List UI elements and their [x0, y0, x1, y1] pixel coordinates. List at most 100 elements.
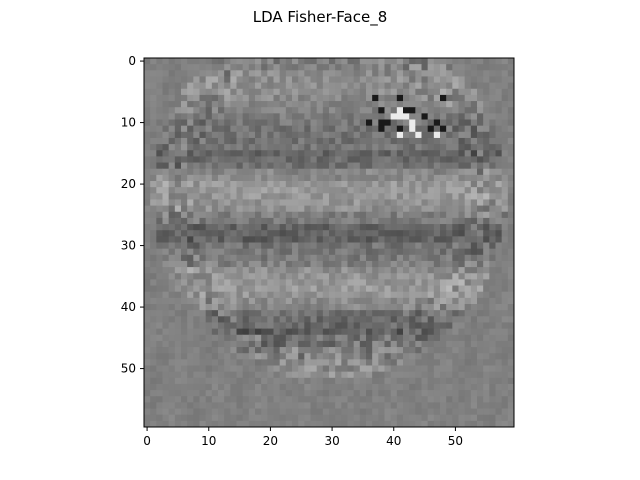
heatmap-cell	[298, 137, 305, 145]
heatmap-cell	[304, 291, 311, 299]
heatmap-cell	[156, 273, 163, 280]
heatmap-cell	[285, 230, 293, 237]
heatmap-cell	[335, 70, 342, 77]
heatmap-cell	[378, 377, 385, 385]
heatmap-cell	[452, 359, 459, 366]
heatmap-cell	[218, 94, 225, 102]
heatmap-cell	[156, 64, 163, 71]
heatmap-cell	[501, 88, 509, 96]
heatmap-cell	[458, 119, 466, 127]
heatmap-cell	[304, 211, 311, 219]
heatmap-cell	[230, 402, 237, 410]
heatmap-cell	[483, 144, 490, 151]
heatmap-cell	[483, 285, 490, 293]
heatmap-cell	[329, 267, 336, 274]
heatmap-cell	[224, 353, 231, 360]
heatmap-cell	[248, 285, 256, 293]
heatmap-cell	[341, 101, 348, 108]
heatmap-cell	[218, 408, 225, 416]
heatmap-cell	[156, 58, 163, 65]
heatmap-cell	[242, 365, 250, 373]
heatmap-cell	[230, 58, 237, 65]
heatmap-cell	[353, 94, 361, 102]
heatmap-cell	[440, 125, 447, 133]
heatmap-cell	[150, 414, 157, 422]
heatmap-cell	[353, 211, 361, 219]
heatmap-cell	[433, 328, 441, 336]
heatmap-cell	[230, 125, 237, 133]
heatmap-cell	[224, 113, 231, 120]
heatmap-cell	[150, 119, 157, 127]
heatmap-cell	[298, 353, 305, 360]
heatmap-cell	[507, 119, 514, 127]
heatmap-cell	[261, 396, 268, 403]
heatmap-cell	[162, 137, 170, 145]
heatmap-cell	[495, 334, 503, 342]
heatmap-cell	[162, 383, 170, 391]
heatmap-cell	[433, 211, 441, 219]
heatmap-cell	[458, 254, 466, 262]
heatmap-cell	[458, 131, 466, 139]
heatmap-cell	[415, 101, 422, 108]
heatmap-cell	[193, 113, 200, 120]
heatmap-cell	[359, 285, 367, 293]
heatmap-cell	[181, 408, 188, 416]
heatmap-cell	[489, 328, 496, 336]
x-tick-label: 0	[143, 434, 151, 448]
heatmap-cell	[353, 304, 361, 311]
heatmap-cell	[390, 131, 398, 139]
heatmap-cell	[199, 267, 207, 274]
heatmap-cell	[446, 390, 453, 397]
heatmap-cell	[470, 340, 478, 348]
heatmap-cell	[261, 193, 268, 200]
heatmap-cell	[236, 94, 244, 102]
heatmap-cell	[495, 254, 503, 262]
heatmap-cell	[261, 131, 268, 139]
heatmap-cell	[273, 64, 281, 71]
heatmap-cell	[458, 328, 466, 336]
heatmap-cell	[199, 297, 207, 305]
heatmap-cell	[273, 267, 281, 274]
heatmap-cell	[507, 168, 514, 176]
heatmap-cell	[409, 88, 416, 96]
heatmap-cell	[483, 193, 490, 200]
heatmap-cell	[255, 242, 262, 250]
heatmap-cell	[489, 322, 496, 330]
heatmap-cell	[174, 316, 182, 323]
heatmap-cell	[489, 359, 496, 366]
heatmap-cell	[168, 304, 176, 311]
heatmap-cell	[261, 279, 268, 287]
heatmap-cell	[211, 230, 219, 237]
heatmap-cell	[156, 211, 163, 219]
heatmap-cell	[150, 168, 157, 176]
heatmap-cell	[483, 242, 490, 250]
heatmap-cell	[150, 64, 157, 71]
heatmap-cell	[218, 297, 225, 305]
heatmap-cell	[335, 217, 342, 225]
heatmap-cell	[501, 70, 509, 77]
heatmap-cell	[316, 297, 324, 305]
heatmap-cell	[446, 150, 453, 157]
heatmap-cell	[236, 199, 244, 207]
heatmap-cell	[236, 347, 244, 354]
heatmap-cell	[156, 187, 163, 194]
heatmap-cell	[409, 322, 416, 330]
heatmap-cell	[199, 254, 207, 262]
heatmap-cell	[285, 94, 293, 102]
heatmap-cell	[224, 205, 231, 213]
heatmap-cell	[427, 181, 435, 188]
heatmap-cell	[279, 420, 287, 427]
heatmap-cell	[224, 162, 231, 170]
heatmap-cell	[242, 193, 250, 200]
heatmap-cell	[384, 353, 392, 360]
heatmap-cell	[242, 273, 250, 280]
heatmap-cell	[384, 156, 392, 164]
heatmap-cell	[470, 113, 478, 120]
heatmap-cell	[390, 199, 398, 207]
heatmap-cell	[403, 273, 410, 280]
heatmap-cell	[255, 230, 262, 237]
heatmap-cell	[409, 291, 416, 299]
heatmap-cell	[298, 150, 305, 157]
heatmap-cell	[433, 156, 441, 164]
heatmap-cell	[335, 131, 342, 139]
